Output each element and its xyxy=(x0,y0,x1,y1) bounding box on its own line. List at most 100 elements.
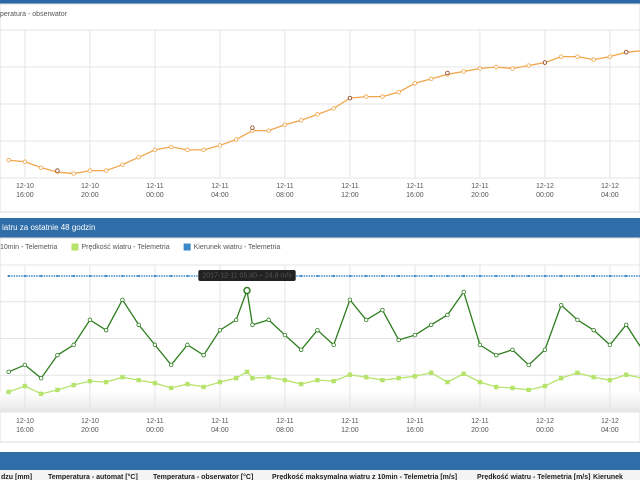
point xyxy=(542,383,548,389)
point xyxy=(576,275,579,278)
point xyxy=(71,171,76,176)
column-header: dzu [mm] xyxy=(1,474,32,480)
x-tick-label: 12-12 00:00 xyxy=(536,183,554,199)
point xyxy=(244,369,250,375)
point xyxy=(266,128,271,133)
point xyxy=(201,384,206,390)
point xyxy=(445,312,450,318)
point xyxy=(478,275,481,278)
point xyxy=(315,327,320,333)
point xyxy=(6,369,11,375)
x-tick-label: 12-11 12:00 xyxy=(341,183,359,199)
point xyxy=(396,89,401,95)
point xyxy=(152,147,158,153)
point xyxy=(412,374,418,379)
point xyxy=(201,147,206,153)
point xyxy=(428,370,434,375)
x-tick-label: 12-10 16:00 xyxy=(16,183,34,199)
hover-point xyxy=(243,286,251,295)
point xyxy=(558,375,564,381)
point xyxy=(558,54,564,59)
point xyxy=(623,322,629,327)
point xyxy=(315,377,320,383)
point xyxy=(493,352,499,358)
x-tick-label: 12-11 00:00 xyxy=(146,418,164,434)
x-tick-label: 12-11 16:00 xyxy=(406,183,424,199)
point xyxy=(217,379,223,385)
point xyxy=(560,275,563,278)
point xyxy=(6,158,11,163)
point xyxy=(363,94,369,99)
point xyxy=(380,377,385,383)
point xyxy=(266,375,271,380)
point xyxy=(493,64,499,70)
point xyxy=(87,378,93,384)
column-header: Temperatura - obserwator [°C] xyxy=(153,473,253,480)
point xyxy=(348,275,351,278)
point xyxy=(233,137,239,142)
column-header: Kierunek xyxy=(593,474,623,480)
point xyxy=(152,342,158,348)
tooltip xyxy=(198,270,296,281)
point xyxy=(331,342,336,348)
panel xyxy=(0,3,640,213)
tooltip-text: 2017-12-11 05:40 – 24,8 m/s xyxy=(202,272,292,279)
point xyxy=(412,332,418,338)
point xyxy=(445,379,450,385)
point xyxy=(185,342,190,348)
point xyxy=(495,275,498,278)
legend-swatch xyxy=(183,243,191,251)
point xyxy=(363,375,369,380)
point xyxy=(543,275,546,278)
column-header: Prędkość maksymalna wiatru z 10min - Tel… xyxy=(272,474,457,480)
point xyxy=(105,275,108,278)
table-header xyxy=(0,470,640,480)
point xyxy=(103,168,109,173)
point xyxy=(6,389,11,395)
point xyxy=(477,342,483,348)
point xyxy=(446,275,449,278)
point xyxy=(412,81,418,86)
point xyxy=(445,70,450,76)
point xyxy=(71,342,76,348)
point xyxy=(591,375,596,380)
point xyxy=(430,275,433,278)
point xyxy=(511,275,514,278)
point xyxy=(250,125,255,130)
point xyxy=(477,379,483,385)
point xyxy=(170,275,173,278)
point xyxy=(591,327,596,333)
point xyxy=(623,50,629,55)
point xyxy=(315,112,320,117)
x-tick-label: 12-12 00:00 xyxy=(536,418,554,434)
column-header: Prędkość wiatru - Telemetria [m/s] xyxy=(477,474,590,480)
point xyxy=(153,275,156,278)
point xyxy=(331,378,336,384)
point xyxy=(72,275,75,278)
point xyxy=(136,377,141,383)
point xyxy=(510,347,515,352)
point xyxy=(527,275,530,278)
point xyxy=(282,122,288,127)
point xyxy=(185,147,190,153)
x-tick-label: 12-11 00:00 xyxy=(146,183,164,199)
x-tick-label: 12-11 08:00 xyxy=(276,418,294,434)
point xyxy=(87,168,93,173)
legend-label: Kierunek wiatru - Telemetria xyxy=(194,244,281,251)
point xyxy=(623,372,629,377)
point xyxy=(592,275,595,278)
point xyxy=(461,289,466,295)
point xyxy=(298,381,304,387)
point xyxy=(526,387,531,393)
point xyxy=(168,144,174,150)
point xyxy=(347,297,353,302)
point xyxy=(55,387,60,393)
point xyxy=(88,275,91,278)
point xyxy=(201,352,206,358)
point xyxy=(22,383,28,389)
point xyxy=(185,381,190,387)
point xyxy=(413,275,416,278)
x-tick-label: 12-11 16:00 xyxy=(406,418,424,434)
point xyxy=(461,371,466,376)
